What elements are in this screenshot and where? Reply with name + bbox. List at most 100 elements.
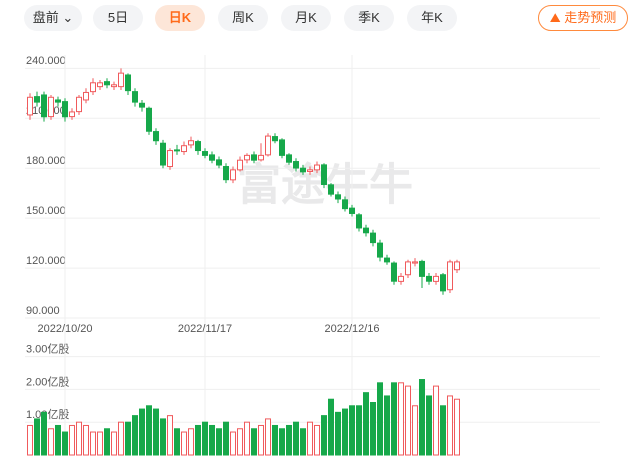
- volume-bar: [90, 431, 96, 456]
- session-select[interactable]: 盘前 ⌄: [24, 5, 82, 31]
- volume-bar: [454, 398, 460, 456]
- volume-bar: [153, 408, 159, 456]
- y-tick-label: 2.00亿股: [26, 375, 69, 388]
- candle-body: [160, 142, 166, 166]
- volume-bar: [139, 408, 145, 456]
- volume-bar: [433, 385, 439, 456]
- volume-bar: [349, 405, 355, 456]
- volume-bar: [356, 405, 362, 456]
- volume-bar: [412, 405, 418, 456]
- volume-bar: [286, 424, 292, 456]
- y-tick-label: 240.000: [26, 55, 66, 67]
- volume-bar: [216, 428, 222, 456]
- candle-body: [356, 214, 362, 229]
- volume-bar: [48, 428, 54, 456]
- candle-body: [209, 154, 215, 161]
- candle-body: [279, 139, 285, 156]
- candle-body: [321, 164, 327, 186]
- volume-bar: [384, 395, 390, 456]
- candle-body: [342, 199, 348, 210]
- predict-label: 走势预测: [564, 10, 617, 25]
- candle-body: [104, 81, 110, 86]
- candle-body: [398, 275, 404, 282]
- candle-body: [237, 159, 243, 171]
- period-tab[interactable]: 周K: [218, 5, 268, 31]
- candle-body: [195, 141, 201, 152]
- candle-body: [258, 154, 264, 161]
- candle-body: [90, 82, 96, 93]
- volume-bar: [363, 392, 369, 456]
- candle-body: [118, 72, 124, 88]
- y-tick-label: 180.000: [26, 155, 66, 167]
- candle-body: [335, 194, 341, 200]
- candle-body: [433, 275, 439, 282]
- volume-bar: [265, 418, 271, 456]
- volume-bar: [391, 382, 397, 456]
- volume-bar: [307, 421, 313, 456]
- volume-bar: [398, 382, 404, 456]
- candle-body: [244, 154, 250, 161]
- predict-button[interactable]: ⛰ 走势预测: [538, 5, 628, 31]
- x-tick-label: 2022/12/16: [324, 323, 379, 335]
- candle-body: [41, 94, 47, 118]
- candle-body: [349, 207, 355, 214]
- volume-bar: [279, 428, 285, 456]
- period-tab[interactable]: 日K: [155, 5, 205, 31]
- candle-body: [62, 101, 68, 118]
- candle-body: [293, 161, 299, 169]
- volume-bar: [342, 408, 348, 456]
- volume-bar: [104, 428, 110, 456]
- volume-bar: [174, 428, 180, 456]
- candle-body: [307, 169, 313, 173]
- candle-body: [146, 107, 152, 132]
- volume-bar: [167, 415, 173, 456]
- candle-body: [153, 131, 159, 142]
- volume-bar: [146, 405, 152, 456]
- x-tick-label: 2022/10/20: [37, 323, 92, 335]
- candle-body: [454, 261, 460, 271]
- volume-bar: [188, 428, 194, 456]
- candle-body: [384, 257, 390, 263]
- candle-body: [426, 275, 432, 282]
- period-tab[interactable]: 5日: [93, 5, 143, 31]
- volume-bar: [426, 395, 432, 456]
- candle-body: [391, 262, 397, 282]
- period-tab[interactable]: 季K: [344, 5, 394, 31]
- candle-body: [440, 274, 446, 292]
- period-tab[interactable]: 月K: [281, 5, 331, 31]
- candle-body: [97, 82, 103, 88]
- y-tick-label: 3.00亿股: [26, 342, 69, 355]
- volume-bar: [41, 411, 47, 456]
- candle-body: [76, 96, 82, 113]
- volume-bar: [377, 382, 383, 456]
- volume-bar: [34, 418, 40, 456]
- candle-body: [370, 232, 376, 244]
- session-label: 盘前: [32, 10, 59, 25]
- candle-body: [419, 260, 425, 277]
- y-tick-label: 1.00亿股: [26, 408, 69, 421]
- candle-body: [27, 96, 33, 116]
- volume-bar: [293, 421, 299, 456]
- x-tick-label: 2022/11/17: [178, 323, 232, 335]
- volume-bar: [251, 428, 257, 456]
- volume-bar: [237, 428, 243, 456]
- volume-bar: [230, 431, 236, 456]
- volume-bar: [97, 431, 103, 456]
- volume-bar: [118, 421, 124, 456]
- candle-body: [188, 140, 194, 146]
- candle-body: [251, 154, 257, 161]
- candle-body: [230, 169, 236, 181]
- candle-body: [328, 184, 334, 195]
- candle-body: [202, 151, 208, 156]
- candle-body: [34, 96, 40, 103]
- y-tick-label: 150.000: [26, 205, 66, 217]
- candle-body: [223, 166, 229, 181]
- volume-bar: [370, 402, 376, 456]
- candle-body: [83, 91, 89, 101]
- period-tab[interactable]: 年K: [407, 5, 457, 31]
- candle-body: [377, 242, 383, 258]
- candle-body: [69, 111, 75, 118]
- volume-bar: [328, 398, 334, 456]
